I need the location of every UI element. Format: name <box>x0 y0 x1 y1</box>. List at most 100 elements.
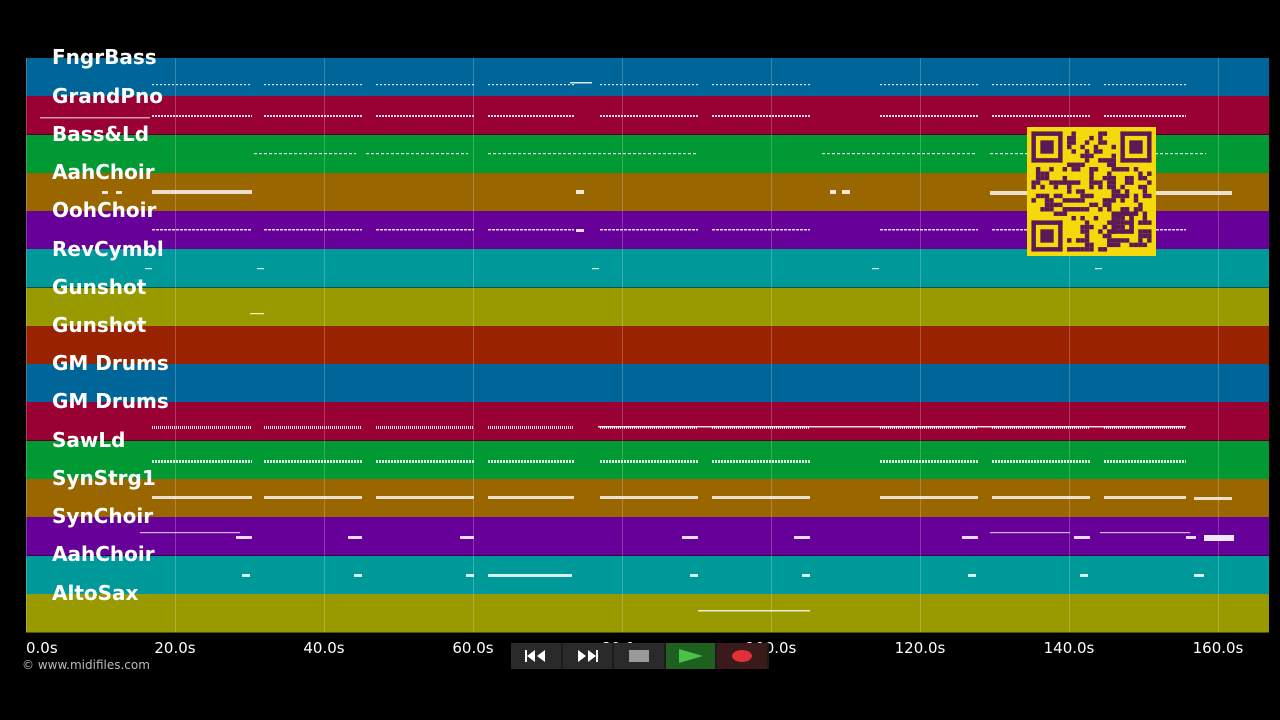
note-mark <box>552 426 553 429</box>
note-mark <box>931 115 933 117</box>
note-mark <box>751 115 753 117</box>
qr-module <box>1142 184 1148 190</box>
qr-module <box>1044 198 1050 203</box>
note-mark <box>727 460 729 463</box>
note-mark <box>506 115 508 117</box>
note-mark <box>402 426 403 429</box>
note-mark <box>491 460 493 463</box>
note-mark <box>728 229 731 231</box>
qr-module <box>1084 238 1090 243</box>
note-mark <box>352 426 353 429</box>
note-mark <box>943 115 945 117</box>
grid-line <box>622 58 623 632</box>
note-mark <box>972 229 975 231</box>
note-mark <box>1052 84 1054 86</box>
note-mark <box>230 426 231 429</box>
note-mark <box>1104 460 1106 463</box>
qr-module <box>1040 184 1045 190</box>
note-mark <box>754 460 756 463</box>
note-mark <box>550 426 551 429</box>
play-icon <box>678 649 703 663</box>
note-mark <box>793 460 795 463</box>
note-mark <box>488 115 490 117</box>
note-mark <box>497 460 499 463</box>
note-mark <box>388 460 390 463</box>
qr-module <box>1049 202 1054 208</box>
note-mark <box>752 229 755 231</box>
qr-module <box>1071 167 1076 172</box>
note-mark <box>264 426 265 429</box>
note-mark <box>1008 84 1010 86</box>
note-mark <box>172 229 175 231</box>
qr-module <box>1124 207 1130 212</box>
note-mark <box>796 229 799 231</box>
qr-module <box>1093 202 1099 208</box>
note-mark <box>632 84 634 86</box>
note-mark <box>604 229 607 231</box>
note-mark <box>288 460 290 463</box>
play-button[interactable] <box>665 643 716 669</box>
note-mark <box>1179 115 1181 117</box>
note-mark <box>315 115 317 117</box>
note-mark <box>1107 460 1109 463</box>
note-mark <box>1119 460 1121 463</box>
qr-module <box>1129 140 1143 154</box>
note-mark <box>656 229 659 231</box>
note-mark <box>504 84 506 86</box>
note-mark <box>612 229 615 231</box>
note-mark <box>354 153 356 155</box>
note-mark <box>609 115 611 117</box>
note-mark <box>1040 84 1042 86</box>
note-mark <box>360 460 362 463</box>
qr-module <box>1058 211 1063 216</box>
note-mark <box>380 229 383 231</box>
note-mark <box>357 460 359 463</box>
note-mark <box>472 460 474 463</box>
record-button[interactable] <box>717 643 767 669</box>
note-mark <box>724 460 726 463</box>
note-mark <box>234 426 235 429</box>
note-mark <box>512 426 513 429</box>
note-mark <box>568 153 571 155</box>
note-mark <box>297 115 299 117</box>
note-mark <box>506 426 507 429</box>
note-mark <box>391 153 394 155</box>
note-mark <box>496 84 498 86</box>
note-mark <box>340 84 342 86</box>
note-mark <box>995 115 997 117</box>
note-mark <box>215 115 217 117</box>
qr-module <box>1084 247 1090 252</box>
note-mark <box>1180 153 1183 155</box>
note-mark <box>932 153 935 155</box>
qr-module <box>1138 229 1143 234</box>
note-mark <box>542 115 544 117</box>
qr-module <box>1062 167 1068 172</box>
rewind-button[interactable] <box>511 643 561 669</box>
fast-forward-button[interactable] <box>562 643 613 669</box>
note-mark <box>892 153 895 155</box>
note-mark <box>1040 460 1042 463</box>
qr-module <box>1115 193 1121 199</box>
note-mark <box>1013 460 1015 463</box>
note-mark <box>400 460 402 463</box>
note-mark <box>472 84 474 86</box>
note-mark <box>556 229 559 231</box>
note-mark <box>1049 460 1051 463</box>
qr-module <box>1093 144 1099 150</box>
note-mark <box>720 84 722 86</box>
note-mark <box>188 426 189 429</box>
note-mark <box>452 84 454 86</box>
note-mark <box>1022 460 1024 463</box>
stop-button[interactable] <box>614 643 664 669</box>
note-mark <box>380 84 382 86</box>
note-mark <box>282 426 283 429</box>
note-mark <box>612 115 614 117</box>
grid-line <box>26 58 27 632</box>
note-mark <box>1012 229 1015 231</box>
note-mark <box>530 115 532 117</box>
note-mark <box>1061 460 1063 463</box>
note-mark <box>638 153 641 155</box>
note-mark <box>161 460 163 463</box>
note-mark <box>892 460 894 463</box>
qr-module <box>1067 189 1072 194</box>
